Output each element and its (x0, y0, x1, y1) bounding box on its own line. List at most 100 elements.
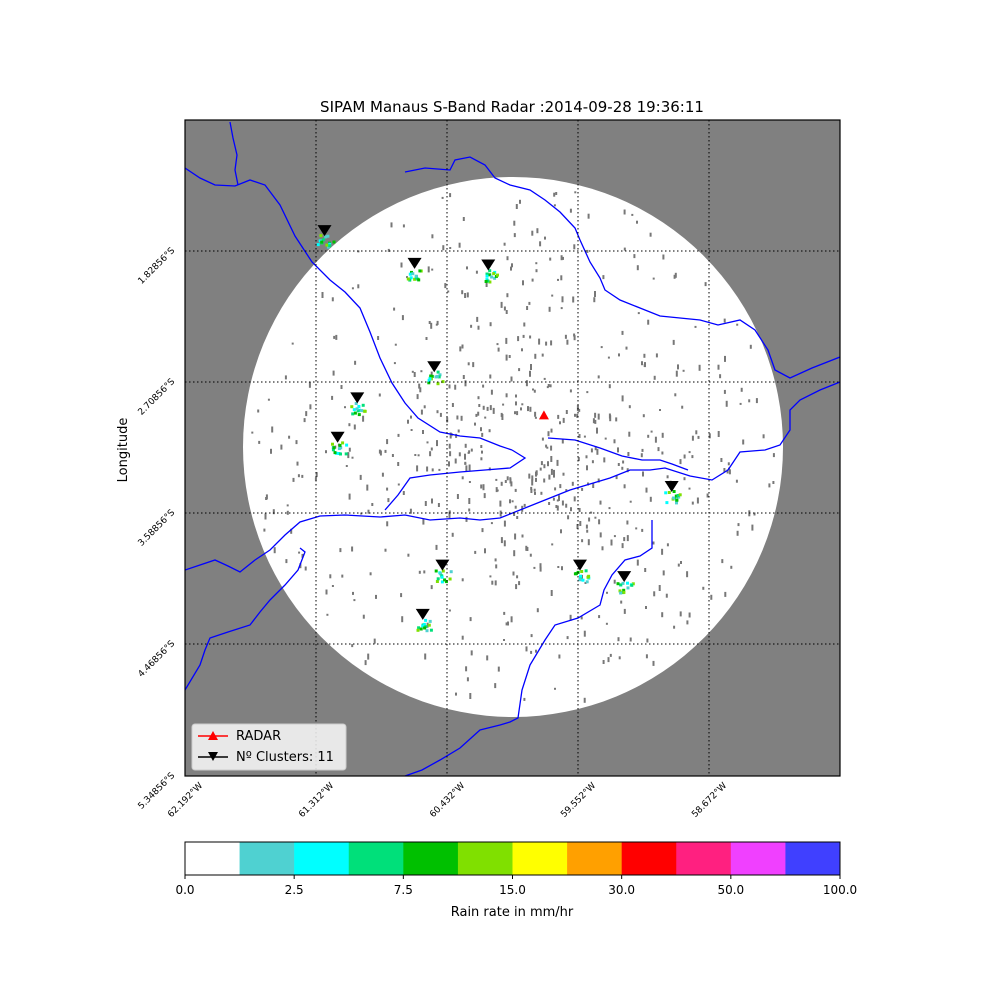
sweep-speckle (594, 412, 597, 418)
rain-echo-cell (360, 409, 364, 413)
sweep-speckle (672, 339, 675, 345)
rain-echo-cell (362, 409, 366, 413)
sweep-speckle (348, 447, 351, 452)
sweep-speckle (503, 242, 506, 246)
sweep-speckle (617, 447, 619, 453)
sweep-speckle (503, 611, 506, 615)
sweep-speckle (466, 292, 469, 298)
legend-radar-label: RADAR (236, 729, 281, 744)
sweep-speckle (464, 293, 467, 298)
sweep-speckle (772, 481, 775, 484)
sweep-speckle (677, 364, 679, 370)
rain-echo-cell (331, 442, 334, 446)
sweep-speckle (508, 355, 511, 358)
sweep-speckle (567, 515, 570, 520)
rain-echo-cell (436, 382, 440, 386)
sweep-speckle (560, 529, 562, 534)
sweep-speckle (621, 466, 624, 470)
sweep-speckle (348, 423, 351, 427)
sweep-speckle (362, 614, 365, 619)
sweep-speckle (464, 443, 467, 448)
river-south-west (185, 547, 306, 691)
sweep-speckle (598, 615, 601, 619)
latitude-tick-label: 3.58856°S (137, 508, 178, 549)
latitude-tick-label: 2.70856°S (137, 377, 178, 418)
sweep-speckle (677, 563, 680, 567)
sweep-speckle (723, 468, 726, 472)
sweep-speckle (550, 456, 553, 462)
sweep-speckle (538, 338, 541, 345)
sweep-speckle (462, 375, 465, 379)
colorbar-cell (621, 842, 677, 875)
rain-echo-cell (436, 577, 440, 581)
rain-echo-cell (428, 377, 432, 381)
rain-echo-cell (423, 626, 427, 630)
sweep-speckle (562, 256, 564, 260)
sweep-speckle (653, 375, 656, 380)
sweep-speckle (424, 501, 427, 506)
sweep-speckle (489, 575, 492, 578)
sweep-speckle (576, 413, 579, 418)
sweep-speckle (366, 484, 369, 491)
sweep-speckle (352, 591, 354, 595)
sweep-speckle (335, 334, 338, 340)
sweep-speckle (515, 394, 517, 398)
sweep-speckle (577, 457, 580, 462)
sweep-speckle (533, 566, 536, 569)
sweep-speckle (442, 245, 445, 251)
sweep-speckle (489, 322, 492, 327)
sweep-speckle (645, 487, 648, 493)
river-negro (185, 167, 513, 451)
sweep-speckle (578, 508, 581, 512)
sweep-speckle (272, 509, 275, 515)
latitude-tick-label: 1.82856°S (137, 246, 178, 287)
sweep-speckle (694, 325, 697, 328)
legend-radar-marker (208, 731, 218, 740)
sweep-speckle (717, 364, 720, 370)
sweep-speckle (295, 440, 298, 445)
sweep-speckle (529, 370, 531, 377)
sweep-speckle (541, 437, 544, 441)
sweep-speckle (530, 486, 533, 490)
sweep-speckle (649, 232, 652, 237)
sweep-speckle (426, 622, 429, 628)
sweep-speckle (679, 611, 682, 617)
sweep-speckle (418, 383, 421, 389)
sweep-speckle (605, 622, 608, 625)
sweep-speckle (353, 599, 356, 602)
rain-echo-cell (414, 274, 418, 278)
river-solimoes-north (229, 121, 239, 186)
sweep-speckle (768, 483, 771, 488)
latitude-tick-labels: 1.82856°S 2.70856°S 3.58856°S 4.46856°S 5.34… (137, 246, 178, 812)
sweep-speckle (425, 337, 428, 340)
sweep-speckle (610, 539, 613, 546)
colorbar-cell (567, 842, 622, 875)
sweep-speckle (504, 480, 507, 483)
sweep-speckle (475, 270, 478, 274)
sweep-speckle (585, 455, 588, 459)
sweep-speckle (387, 248, 390, 252)
sweep-speckle (706, 493, 709, 498)
sweep-speckle (290, 528, 293, 534)
sweep-speckle (751, 524, 754, 531)
sweep-speckle (495, 487, 498, 493)
map-area (185, 120, 840, 776)
sweep-speckle (533, 488, 536, 492)
sweep-speckle (422, 430, 424, 434)
sweep-speckle (580, 616, 583, 620)
sweep-speckle (646, 638, 649, 643)
sweep-speckle (724, 355, 726, 362)
sweep-speckle (742, 439, 745, 445)
sweep-speckle (351, 644, 354, 648)
sweep-speckle (467, 451, 470, 454)
sweep-speckle (573, 333, 576, 337)
sweep-speckle (516, 516, 519, 519)
rain-echo-cell (354, 402, 358, 405)
rain-echo-cell (416, 628, 420, 632)
sweep-speckle (299, 563, 302, 569)
sweep-speckle (428, 321, 431, 324)
sweep-speckle (506, 256, 509, 261)
sweep-speckle (441, 196, 444, 199)
sweep-speckle (583, 435, 586, 438)
rivers (185, 121, 840, 776)
